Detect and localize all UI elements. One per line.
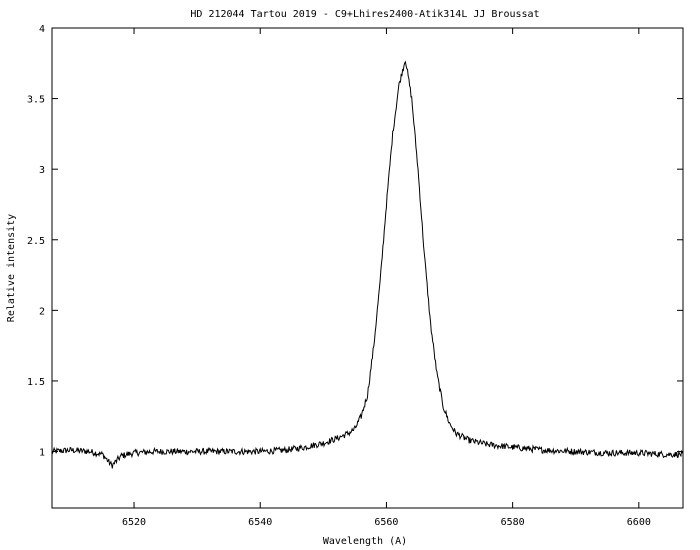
x-tick-label: 6580 <box>501 517 525 528</box>
y-tick-label: 3.5 <box>27 95 45 106</box>
y-axis-label: Relative intensity <box>6 214 17 322</box>
y-tick-label: 2 <box>39 306 45 317</box>
chart-title: HD 212044 Tartou 2019 - C9+Lhires2400-At… <box>190 9 539 20</box>
y-tick-label: 4 <box>39 24 45 35</box>
y-tick-label: 3 <box>39 165 45 176</box>
x-tick-label: 6520 <box>122 517 146 528</box>
y-tick-label: 2.5 <box>27 236 45 247</box>
x-tick-label: 6560 <box>374 517 398 528</box>
plot-frame <box>51 27 684 509</box>
y-tick-label: 1.5 <box>27 377 45 388</box>
x-tick-label: 6540 <box>248 517 272 528</box>
series-line-spectrum <box>51 60 684 469</box>
y-axis: 1 1.5 2 2.5 3 3.5 4 <box>27 24 683 459</box>
x-axis: 6520 6540 6560 6580 6600 <box>122 28 651 528</box>
y-tick-label: 1 <box>39 448 45 459</box>
x-axis-label: Wavelength (A) <box>323 536 407 547</box>
x-tick-label: 6600 <box>627 517 651 528</box>
